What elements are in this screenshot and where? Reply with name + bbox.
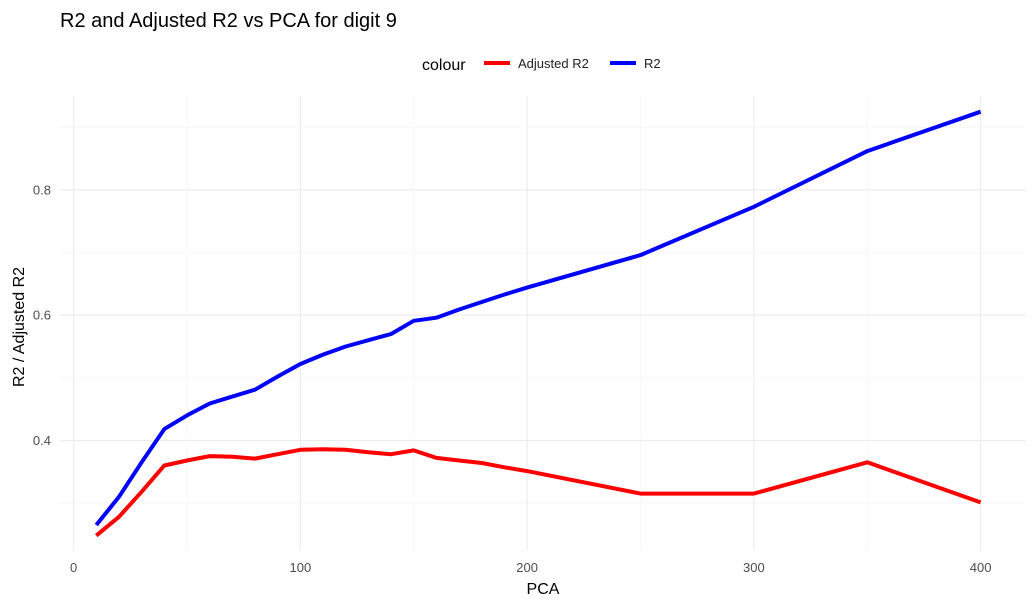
x-axis-title: PCA [527, 581, 560, 598]
legend-label-r2: R2 [644, 56, 661, 71]
x-tick-label: 300 [743, 560, 765, 575]
y-tick-label: 0.8 [33, 182, 51, 197]
legend: colour Adjusted R2 R2 [422, 56, 661, 74]
y-axis-title: R2 / Adjusted R2 [11, 267, 28, 387]
x-tick-label: 0 [70, 560, 77, 575]
legend-title: colour [422, 57, 466, 74]
series-line-adjusted-r2 [95, 447, 982, 538]
series-line-r2 [94, 109, 982, 527]
y-tick-label: 0.6 [33, 308, 51, 323]
x-tick-label: 100 [290, 560, 312, 575]
y-tick-label: 0.4 [33, 433, 51, 448]
x-tick-label: 400 [970, 560, 992, 575]
plot-series [94, 109, 982, 538]
chart-title: R2 and Adjusted R2 vs PCA for digit 9 [60, 10, 397, 32]
legend-label-adjusted-r2: Adjusted R2 [518, 56, 589, 71]
axis-ticks: 0 100 200 300 400 0.4 0.6 0.8 [33, 182, 992, 575]
plot-grid [60, 96, 1026, 550]
x-tick-label: 200 [516, 560, 538, 575]
